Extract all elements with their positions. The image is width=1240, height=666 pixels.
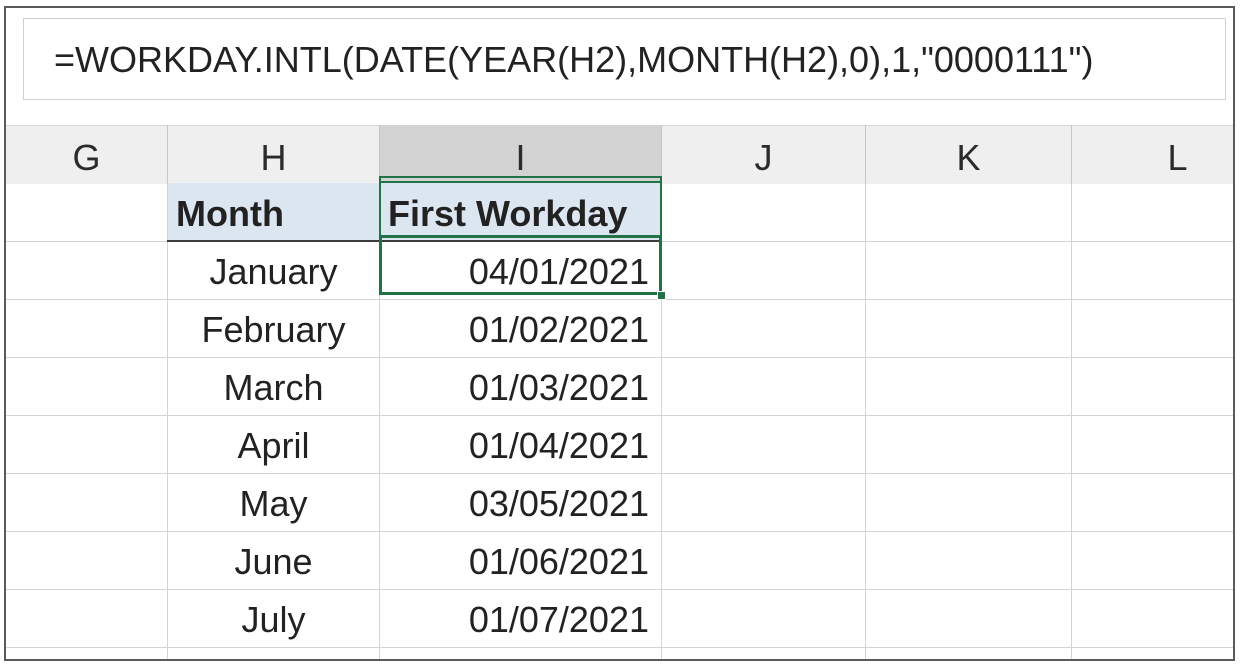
column-header-i[interactable]: I xyxy=(380,126,661,184)
column-separator xyxy=(167,125,168,183)
month-cell[interactable]: July xyxy=(241,599,306,640)
month-cell[interactable]: April xyxy=(237,425,310,466)
first-workday-cell[interactable]: 01/04/2021 xyxy=(468,425,649,466)
header-cell-month[interactable]: Month xyxy=(168,183,379,241)
column-header-row: G H I J K L xyxy=(6,125,1233,184)
month-cell[interactable]: February xyxy=(201,309,346,350)
gridline xyxy=(6,589,1233,590)
column-header-k[interactable]: K xyxy=(956,137,981,178)
column-header-l[interactable]: L xyxy=(1167,137,1188,178)
column-header-j[interactable]: J xyxy=(754,137,773,178)
formula-bar[interactable]: =WORKDAY.INTL(DATE(YEAR(H2),MONTH(H2),0)… xyxy=(23,18,1226,100)
column-header-g[interactable]: G xyxy=(72,137,101,178)
gridline xyxy=(865,183,866,659)
gridline xyxy=(661,183,662,659)
first-workday-cell[interactable]: 03/05/2021 xyxy=(468,483,649,524)
gridline xyxy=(1071,183,1072,659)
header-bottom-border xyxy=(167,240,662,242)
gridline xyxy=(379,183,380,659)
spreadsheet-window: =WORKDAY.INTL(DATE(YEAR(H2),MONTH(H2),0)… xyxy=(4,6,1235,661)
month-cell[interactable]: January xyxy=(209,251,338,292)
column-header-h[interactable]: H xyxy=(260,137,287,178)
first-workday-cell[interactable]: 04/01/2021 xyxy=(468,251,649,292)
first-workday-cell[interactable]: 01/03/2021 xyxy=(468,367,649,408)
column-separator xyxy=(661,125,662,183)
formula-text: =WORKDAY.INTL(DATE(YEAR(H2),MONTH(H2),0)… xyxy=(54,39,1094,80)
gridline xyxy=(6,531,1233,532)
fill-handle[interactable] xyxy=(657,291,666,300)
month-cell[interactable]: March xyxy=(223,367,324,408)
column-separator xyxy=(379,125,380,183)
column-separator xyxy=(1071,125,1072,183)
gridline xyxy=(6,415,1233,416)
month-cell[interactable]: May xyxy=(239,483,308,524)
header-cell-first-workday[interactable]: First Workday xyxy=(380,183,661,241)
header-cell-border xyxy=(379,176,662,237)
first-workday-cell[interactable]: 01/02/2021 xyxy=(468,309,649,350)
first-workday-cell[interactable]: 01/06/2021 xyxy=(468,541,649,582)
gridline xyxy=(6,473,1233,474)
gridline xyxy=(167,183,168,659)
column-separator xyxy=(865,125,866,183)
gridline xyxy=(6,647,1233,648)
gridline xyxy=(6,299,1233,300)
gridline xyxy=(6,357,1233,358)
month-cell[interactable]: June xyxy=(234,541,313,582)
active-cell-selection xyxy=(379,235,662,295)
first-workday-cell[interactable]: 01/07/2021 xyxy=(468,599,649,640)
